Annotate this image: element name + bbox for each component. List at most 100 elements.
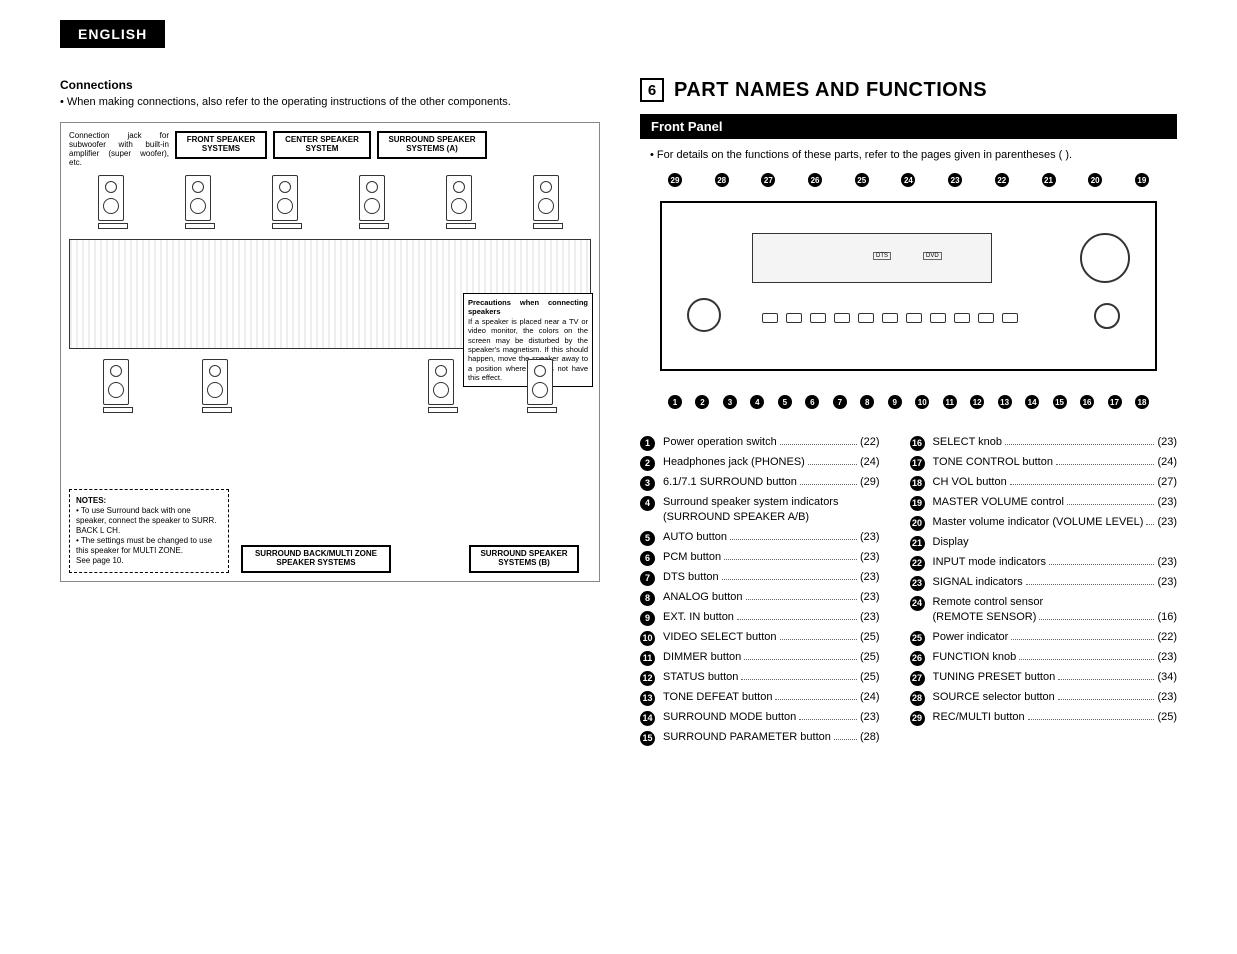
part-label: Surround speaker system indicators — [663, 495, 880, 510]
callout-number: 17 — [1108, 395, 1122, 409]
fp-button-icon — [762, 313, 778, 323]
speaker-icon — [446, 175, 472, 221]
part-row: 25 Power indicator(22) — [910, 630, 1177, 646]
part-label: REC/MULTI button(25) — [933, 710, 1177, 725]
part-number: 13 — [640, 691, 655, 706]
jack-note: Connection jack for subwoofer with built… — [69, 131, 169, 167]
callout-number: 20 — [1088, 173, 1102, 187]
callout-number: 2 — [695, 395, 709, 409]
callout-number: 15 — [1053, 395, 1067, 409]
notes-heading: NOTES: — [76, 496, 106, 505]
part-number: 8 — [640, 591, 655, 606]
part-row: 15SURROUND PARAMETER button(28) — [640, 730, 880, 746]
part-label: CH VOL button(27) — [933, 475, 1177, 490]
speaker-icon — [202, 359, 228, 405]
callout-number: 11 — [943, 395, 957, 409]
part-page: (27) — [1157, 475, 1177, 490]
parts-column: 6 PART NAMES AND FUNCTIONS Front Panel •… — [640, 78, 1177, 750]
part-number: 14 — [640, 711, 655, 726]
callout-number: 28 — [715, 173, 729, 187]
language-tab: ENGLISH — [60, 20, 165, 48]
part-row: 26 FUNCTION knob(23) — [910, 650, 1177, 666]
part-number: 5 — [640, 531, 655, 546]
part-label: STATUS button(25) — [663, 670, 880, 685]
part-label: TUNING PRESET button(34) — [933, 670, 1177, 685]
part-page: (24) — [860, 690, 880, 705]
fp-button-icon — [810, 313, 826, 323]
callout-number: 16 — [1080, 395, 1094, 409]
part-row: 29 REC/MULTI button(25) — [910, 710, 1177, 726]
part-label: Remote control sensor — [933, 595, 1177, 610]
part-row: 14SURROUND MODE button(23) — [640, 710, 880, 726]
part-number: 9 — [640, 611, 655, 626]
part-page: (22) — [1157, 630, 1177, 645]
callout-number: 18 — [1135, 395, 1149, 409]
part-label: Power indicator(22) — [933, 630, 1177, 645]
part-page: (25) — [860, 630, 880, 645]
part-row: 16SELECT knob(23) — [910, 435, 1177, 451]
connections-diagram: Connection jack for subwoofer with built… — [60, 122, 600, 582]
part-page: (24) — [860, 455, 880, 470]
part-row: 36.1/7.1 SURROUND button(29) — [640, 475, 880, 491]
callout-number: 10 — [915, 395, 929, 409]
part-number: 29 — [910, 711, 925, 726]
callout-number: 8 — [860, 395, 874, 409]
part-page: (23) — [1157, 555, 1177, 570]
label-surround-back: SURROUND BACK/MULTI ZONE SPEAKER SYSTEMS — [241, 545, 391, 573]
part-number: 28 — [910, 691, 925, 706]
part-label: SIGNAL indicators(23) — [933, 575, 1177, 590]
speaker-icon — [103, 359, 129, 405]
part-row: 22INPUT mode indicators(23) — [910, 555, 1177, 571]
front-panel-heading: Front Panel — [640, 114, 1177, 139]
part-number: 16 — [910, 436, 925, 451]
part-row: 5AUTO button(23) — [640, 530, 880, 546]
part-label: INPUT mode indicators(23) — [933, 555, 1177, 570]
part-label: Master volume indicator (VOLUME LEVEL)(2… — [933, 515, 1177, 530]
part-page: (23) — [860, 590, 880, 605]
part-label: FUNCTION knob(23) — [933, 650, 1177, 665]
part-number: 1 — [640, 436, 655, 451]
label-front-speaker: FRONT SPEAKER SYSTEMS — [175, 131, 267, 159]
part-row: 13TONE DEFEAT button(24) — [640, 690, 880, 706]
part-row: 19MASTER VOLUME control(23) — [910, 495, 1177, 511]
part-page: (34) — [1157, 670, 1177, 685]
callout-number: 21 — [1042, 173, 1056, 187]
precautions-heading: Precautions when connecting speakers — [468, 298, 588, 316]
part-number: 11 — [640, 651, 655, 666]
notes-item: See page 10. — [76, 556, 222, 566]
fp-knob-icon — [687, 298, 721, 332]
connections-subtitle: • When making connections, also refer to… — [60, 96, 600, 108]
part-label: SOURCE selector button(23) — [933, 690, 1177, 705]
section-heading: PART NAMES AND FUNCTIONS — [674, 79, 987, 102]
part-number: 2 — [640, 456, 655, 471]
part-page: (23) — [1157, 435, 1177, 450]
part-number: 4 — [640, 496, 655, 511]
part-number: 19 — [910, 496, 925, 511]
part-page: (23) — [1157, 650, 1177, 665]
part-row: 4 Surround speaker system indicators(SURR… — [640, 495, 880, 526]
fp-button-row — [762, 313, 1018, 323]
callout-number: 6 — [805, 395, 819, 409]
parts-list-right: 16SELECT knob(23)17TONE CONTROL button(2… — [910, 435, 1177, 750]
part-sub: (SURROUND SPEAKER A/B) — [663, 510, 880, 525]
part-row: 9EXT. IN button(23) — [640, 610, 880, 626]
part-label: Power operation switch(22) — [663, 435, 880, 450]
section-number: 6 — [640, 78, 664, 102]
page-columns: Connections • When making connections, a… — [60, 78, 1177, 750]
part-number: 23 — [910, 576, 925, 591]
part-number: 12 — [640, 671, 655, 686]
part-number: 18 — [910, 476, 925, 491]
part-number: 6 — [640, 551, 655, 566]
part-number: 26 — [910, 651, 925, 666]
part-label: DTS button(23) — [663, 570, 880, 585]
callout-number: 9 — [888, 395, 902, 409]
callout-row-top: 2928272625242322212019 — [640, 173, 1177, 187]
part-number: 21 — [910, 536, 925, 551]
part-row: 20Master volume indicator (VOLUME LEVEL)… — [910, 515, 1177, 531]
part-page: (24) — [1157, 455, 1177, 470]
part-number: 25 — [910, 631, 925, 646]
speaker-icon — [359, 175, 385, 221]
callout-number: 22 — [995, 173, 1009, 187]
part-page: (22) — [860, 435, 880, 450]
fp-button-icon — [858, 313, 874, 323]
